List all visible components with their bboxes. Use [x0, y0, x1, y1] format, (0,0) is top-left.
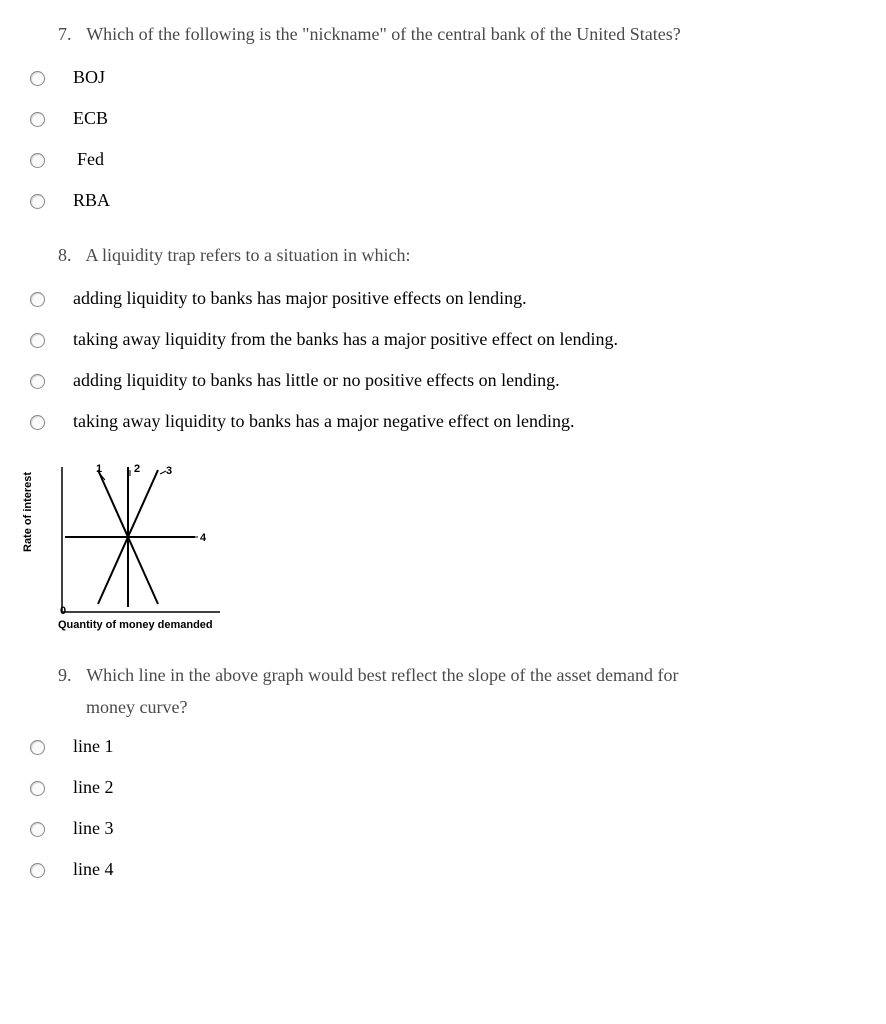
option-row: adding liquidity to banks has little or …: [30, 370, 856, 391]
svg-text:4: 4: [200, 532, 207, 544]
option-label: BOJ: [73, 67, 105, 88]
question-body: Which line in the above graph would best…: [86, 665, 678, 685]
radio-button[interactable]: [30, 333, 45, 348]
question-body-cont: money curve?: [86, 697, 856, 718]
svg-text:0: 0: [60, 605, 66, 617]
option-label: line 1: [73, 736, 114, 757]
option-label: line 4: [73, 859, 114, 880]
radio-button[interactable]: [30, 112, 45, 127]
question-9: 9. Which line in the above graph would b…: [30, 661, 856, 881]
question-7: 7. Which of the following is the "nickna…: [30, 20, 856, 211]
money-demand-chart: Rate of interest 01234 Quantity of money…: [30, 462, 260, 631]
option-row: BOJ: [30, 67, 856, 88]
radio-button[interactable]: [30, 415, 45, 430]
option-row: Fed: [30, 149, 856, 170]
svg-text:3: 3: [166, 465, 172, 477]
chart-svg: 0 1 2 3 4: [50, 462, 240, 617]
option-row: taking away liquidity from the banks has…: [30, 329, 856, 350]
option-row: taking away liquidity to banks has a maj…: [30, 411, 856, 432]
option-label: line 3: [73, 818, 114, 839]
option-row: line 4: [30, 859, 856, 880]
option-row: adding liquidity to banks has major posi…: [30, 288, 856, 309]
radio-button[interactable]: [30, 740, 45, 755]
question-text: 7. Which of the following is the "nickna…: [58, 20, 856, 49]
question-number: 8.: [58, 241, 82, 270]
question-number: 9.: [58, 661, 82, 690]
radio-button[interactable]: [30, 292, 45, 307]
option-row: line 1: [30, 736, 856, 757]
chart-y-axis-label: Rate of interest: [22, 472, 34, 552]
chart-x-axis-label: Quantity of money demanded: [58, 619, 260, 631]
option-label: RBA: [73, 190, 110, 211]
radio-button[interactable]: [30, 781, 45, 796]
radio-button[interactable]: [30, 863, 45, 878]
radio-button[interactable]: [30, 822, 45, 837]
option-row: ECB: [30, 108, 856, 129]
radio-button[interactable]: [30, 194, 45, 209]
svg-text:1: 1: [96, 463, 102, 475]
question-8: 8. A liquidity trap refers to a situatio…: [30, 241, 856, 432]
option-label: taking away liquidity to banks has a maj…: [73, 411, 575, 432]
question-body: Which of the following is the "nickname"…: [86, 24, 681, 44]
option-label: ECB: [73, 108, 108, 129]
radio-button[interactable]: [30, 71, 45, 86]
question-text: 9. Which line in the above graph would b…: [58, 661, 856, 690]
option-label: adding liquidity to banks has major posi…: [73, 288, 527, 309]
question-number: 7.: [58, 20, 82, 49]
option-row: line 2: [30, 777, 856, 798]
option-label: adding liquidity to banks has little or …: [73, 370, 560, 391]
option-row: RBA: [30, 190, 856, 211]
option-label: taking away liquidity from the banks has…: [73, 329, 618, 350]
svg-text:2: 2: [134, 463, 140, 475]
option-label: Fed: [73, 149, 104, 170]
question-text: 8. A liquidity trap refers to a situatio…: [58, 241, 856, 270]
question-body: A liquidity trap refers to a situation i…: [86, 245, 411, 265]
radio-button[interactable]: [30, 374, 45, 389]
option-row: line 3: [30, 818, 856, 839]
option-label: line 2: [73, 777, 114, 798]
radio-button[interactable]: [30, 153, 45, 168]
